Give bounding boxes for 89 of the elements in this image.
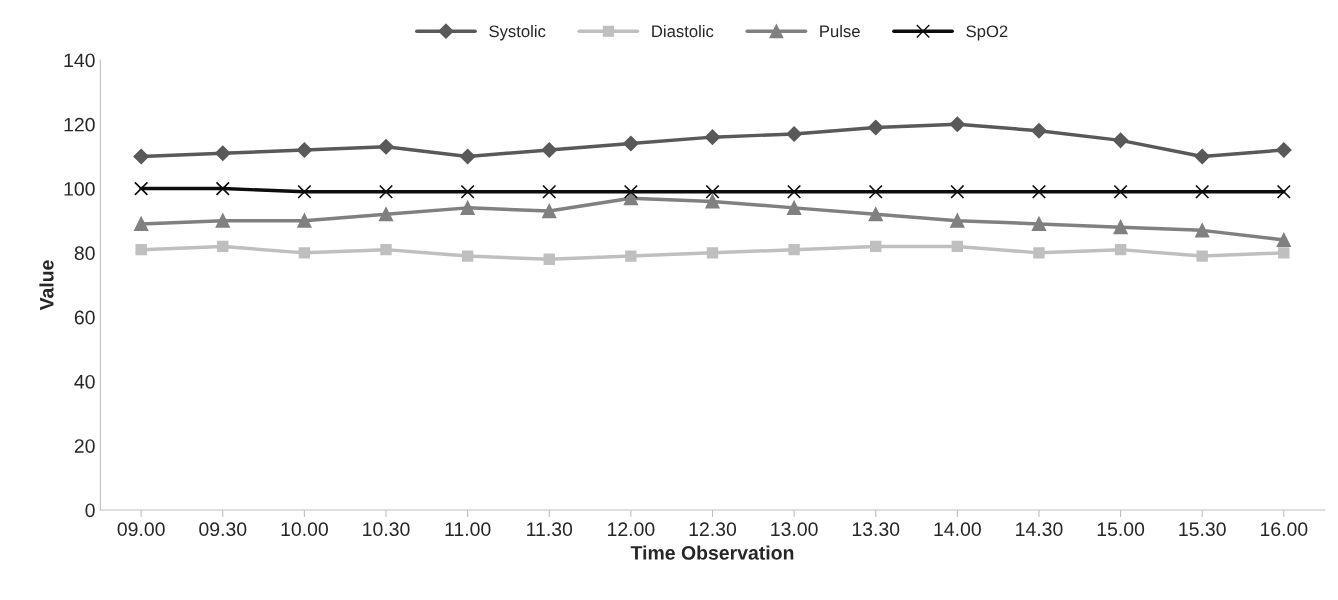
legend-label: Systolic xyxy=(489,24,546,41)
x-tick-label: 11.30 xyxy=(527,522,573,537)
point xyxy=(215,145,231,161)
point xyxy=(1113,184,1128,199)
point xyxy=(787,184,802,199)
point xyxy=(704,129,721,145)
y-tick-label: 100 xyxy=(64,182,95,196)
point xyxy=(1195,223,1210,238)
point xyxy=(460,184,475,199)
y-tick-label: 120 xyxy=(64,117,95,132)
point xyxy=(950,213,965,228)
point xyxy=(134,181,149,196)
point xyxy=(135,243,147,256)
y-tick-label: 40 xyxy=(74,374,95,389)
point xyxy=(1114,243,1127,256)
point xyxy=(380,243,392,256)
point xyxy=(217,240,229,253)
x-tick-label: 12.00 xyxy=(608,522,655,537)
point xyxy=(950,184,965,199)
point xyxy=(868,207,883,222)
legend-label: Diastolic xyxy=(652,24,714,38)
point xyxy=(625,250,637,262)
point xyxy=(1031,184,1047,199)
y-tick-label: 80 xyxy=(74,246,95,261)
point xyxy=(868,184,883,199)
point xyxy=(623,184,638,199)
point xyxy=(542,184,557,199)
point xyxy=(870,240,882,253)
y-tick-label: 20 xyxy=(74,439,95,453)
point xyxy=(949,116,966,132)
point xyxy=(1194,148,1210,165)
point xyxy=(543,253,555,265)
point xyxy=(541,142,557,158)
point xyxy=(951,240,964,253)
point xyxy=(461,250,474,262)
x-axis-title: Time Observation xyxy=(630,545,794,560)
point xyxy=(705,184,720,199)
legend-label: SpO2 xyxy=(966,25,1008,41)
x-tick-label: 11.00 xyxy=(445,522,491,537)
point xyxy=(378,184,394,199)
y-tick-label: 60 xyxy=(74,310,95,325)
x-tick-label: 14.00 xyxy=(934,522,981,537)
x-tick-label: 10.30 xyxy=(363,522,410,537)
point xyxy=(787,200,802,215)
point xyxy=(1033,247,1045,259)
y-axis-title: Value xyxy=(39,260,54,311)
point xyxy=(215,213,230,228)
point xyxy=(1276,142,1292,158)
x-tick-label: 10.00 xyxy=(281,522,328,537)
point xyxy=(1195,184,1210,199)
point xyxy=(705,194,720,209)
x-tick-label: 15.30 xyxy=(1179,522,1226,537)
point xyxy=(378,207,394,222)
point xyxy=(706,247,719,259)
x-tick-label: 09.30 xyxy=(199,522,247,537)
point xyxy=(1113,220,1128,235)
x-tick-label: 09.00 xyxy=(117,522,165,537)
x-tick-label: 13.30 xyxy=(852,522,900,537)
point xyxy=(1031,123,1047,139)
point xyxy=(623,191,638,206)
x-tick-label: 15.00 xyxy=(1097,522,1145,537)
point xyxy=(296,142,313,158)
point xyxy=(298,247,311,259)
point xyxy=(1278,247,1290,259)
y-tick-label: 140 xyxy=(64,53,95,68)
point xyxy=(297,213,312,228)
point xyxy=(460,200,475,215)
point xyxy=(297,184,312,199)
point xyxy=(134,216,149,232)
point xyxy=(1112,132,1129,149)
point xyxy=(542,203,557,219)
legend-label: Pulse xyxy=(820,24,860,38)
point xyxy=(1276,184,1291,199)
point xyxy=(1196,250,1208,262)
x-tick-label: 14.30 xyxy=(1016,522,1063,537)
x-tick-label: 13.00 xyxy=(771,522,818,537)
x-tick-label: 16.00 xyxy=(1260,522,1308,537)
x-tick-label: 12.30 xyxy=(689,522,737,537)
point xyxy=(786,126,802,142)
point xyxy=(133,148,149,165)
point xyxy=(623,135,639,152)
point xyxy=(215,181,230,196)
point xyxy=(868,119,884,136)
point xyxy=(1031,216,1047,232)
point xyxy=(1276,232,1291,248)
point xyxy=(459,148,476,165)
point xyxy=(378,139,394,155)
y-tick-label: 0 xyxy=(85,503,95,518)
point xyxy=(788,243,800,256)
